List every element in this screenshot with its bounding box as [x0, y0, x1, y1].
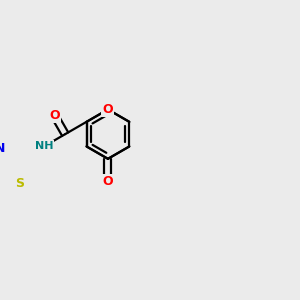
Text: O: O: [103, 175, 113, 188]
Text: NH: NH: [34, 142, 53, 152]
Text: O: O: [49, 109, 60, 122]
Text: S: S: [15, 177, 24, 190]
Text: N: N: [0, 142, 5, 155]
Text: O: O: [103, 103, 113, 116]
